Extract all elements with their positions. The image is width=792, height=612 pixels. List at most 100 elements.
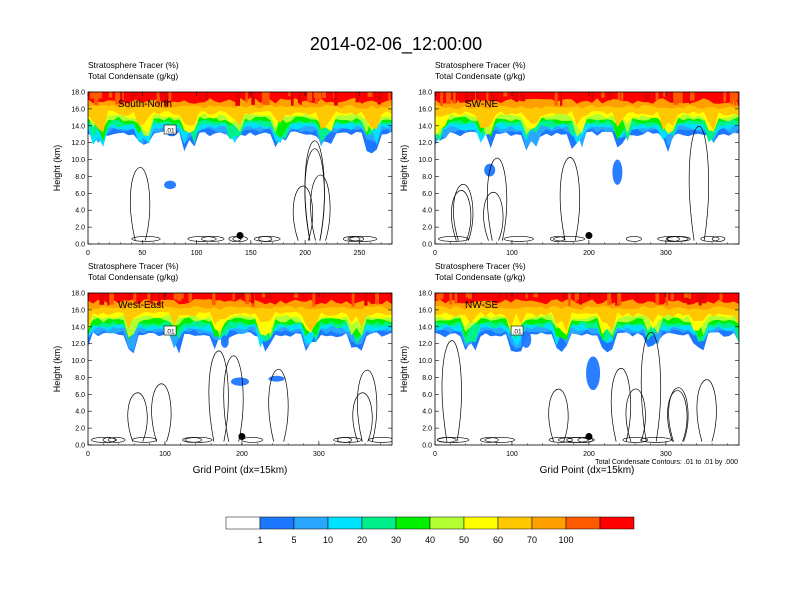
tracer-streak [673, 92, 679, 105]
tracer-streak [516, 293, 519, 298]
tracer-streak [374, 92, 377, 99]
colorbar-label: 40 [425, 535, 435, 545]
y-tick-label: 0.0 [75, 242, 85, 249]
tracer-streak [157, 293, 161, 306]
tracer-streak [468, 293, 472, 299]
condensate-contour [479, 437, 499, 443]
tracer-streak [204, 92, 209, 101]
condensate-contour [666, 236, 691, 242]
y-tick-label: 8.0 [75, 375, 85, 382]
condensate-contour [625, 236, 642, 242]
tracer-streak [503, 92, 508, 97]
tracer-streak [321, 293, 325, 299]
y-tick-label: 18.0 [71, 90, 85, 97]
tracer-streak [598, 293, 601, 299]
y-tick-label: 10.0 [418, 157, 432, 164]
tracer-streak [560, 92, 563, 106]
colorbar-label: 60 [493, 535, 503, 545]
x-tick-label: 100 [159, 451, 171, 458]
tracer-streak [245, 293, 249, 305]
tracer-streak [670, 293, 674, 301]
tracer-streak [683, 293, 689, 298]
condensate-contour [610, 367, 631, 442]
x-axis-label: Grid Point (dx=15km) [540, 465, 635, 476]
tracer-streak [317, 92, 322, 100]
panel-1: Stratosphere Tracer (%)Total Condensate … [52, 60, 393, 257]
y-axis-label: Height (km) [52, 145, 62, 192]
x-tick-label: 50 [138, 250, 146, 257]
y-tick-label: 16.0 [418, 106, 432, 113]
contour-label-box [510, 325, 524, 336]
contour-label-box [163, 325, 177, 336]
tracer-intrusion [231, 377, 249, 386]
tracer-streak [307, 92, 312, 102]
tracer-streak [723, 92, 727, 103]
panel-label: SW-NE [465, 99, 498, 110]
tracer-streak [737, 92, 739, 106]
tracer-streak [454, 293, 458, 304]
x-axis-label: Grid Point (dx=15km) [193, 465, 288, 476]
tracer-streak [107, 293, 110, 306]
tracer-streak [109, 293, 114, 305]
x-tick-label: 0 [433, 250, 437, 257]
x-tick-label: 250 [354, 250, 366, 257]
location-marker [585, 232, 593, 240]
tracer-streak [453, 92, 456, 104]
tracer-band [435, 293, 739, 305]
tracer-streak [351, 293, 355, 307]
y-tick-label: 18.0 [418, 90, 432, 97]
condensate-contour [228, 236, 242, 242]
tracer-streak [134, 92, 139, 97]
y-tick-label: 12.0 [418, 341, 432, 348]
condensate-contour [640, 437, 672, 443]
tracer-streak [355, 92, 360, 103]
y-tick-label: 2.0 [75, 225, 85, 232]
condensate-contour [342, 236, 361, 242]
tracer-streak [176, 293, 179, 298]
tracer-streak [449, 293, 453, 305]
condensate-contour [696, 379, 717, 442]
tracer-streak [367, 92, 373, 97]
x-tick-label: 0 [433, 451, 437, 458]
condensate-contour [548, 388, 569, 442]
panel-title-line2: Total Condensate (g/kg) [435, 71, 525, 81]
condensate-contour [484, 437, 516, 443]
condensate-contour [337, 437, 352, 443]
tracer-streak [497, 293, 502, 299]
tracer-streak [261, 293, 266, 298]
colorbar-label: 30 [391, 535, 401, 545]
tracer-streak [464, 92, 469, 103]
y-tick-label: 4.0 [422, 208, 432, 215]
y-axis-label: Height (km) [399, 346, 409, 393]
condensate-contour [559, 157, 580, 241]
condensate-contour [453, 183, 474, 241]
tracer-streak [677, 92, 683, 104]
tracer-streak [177, 293, 182, 302]
panel-label: NW-SE [465, 300, 498, 311]
tracer-streak [440, 293, 444, 299]
tracer-streak [471, 92, 476, 100]
condensate-contour [310, 174, 331, 241]
tracer-streak [133, 293, 137, 306]
colorbar-swatch [259, 516, 295, 530]
condensate-contour [182, 437, 203, 443]
tracer-streak [681, 293, 686, 300]
condensate-contour [151, 383, 172, 442]
colorbar-swatch [429, 516, 465, 530]
location-marker [585, 433, 593, 441]
tracer-streak [574, 293, 578, 302]
colorbar: 1 5 10 20 30 40 50 60 70 100 [225, 516, 635, 545]
tracer-streak [611, 293, 616, 298]
tracer-streak [264, 293, 269, 299]
y-axis-label: Height (km) [399, 145, 409, 192]
condensate-contour [688, 125, 709, 241]
tracer-streak [373, 293, 377, 299]
contour-label: .01 [166, 128, 175, 135]
condensate-contour [352, 392, 373, 442]
condensate-contour [451, 190, 472, 241]
tracer-streak [554, 92, 558, 106]
panel-4: Stratosphere Tracer (%)Total Condensate … [399, 261, 740, 476]
condensate-contour [184, 437, 213, 443]
panel-label: West-East [118, 300, 164, 311]
condensate-contour [130, 167, 151, 241]
